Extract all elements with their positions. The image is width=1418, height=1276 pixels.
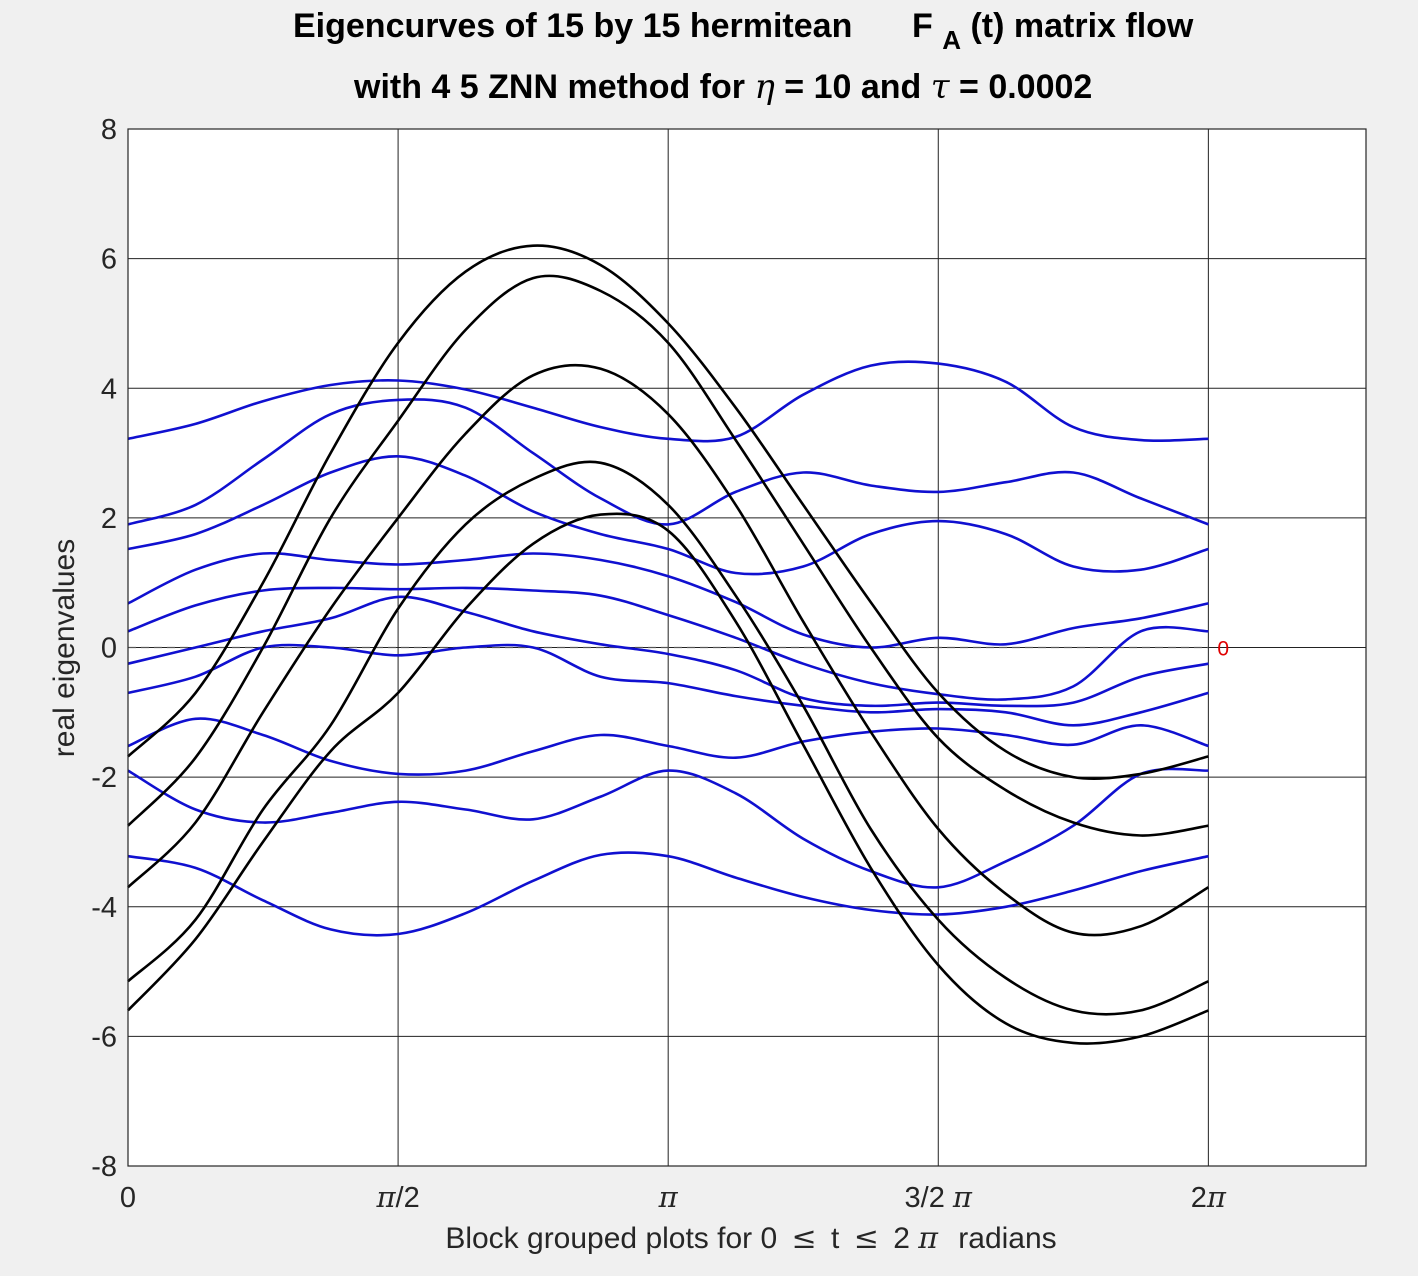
y-tick-label: 8 xyxy=(101,114,117,146)
black-eigencurve-12 xyxy=(127,274,1209,837)
y-tick-label: 6 xyxy=(101,244,117,276)
chart-title-line2: with 4 5 ZNN method for η = 10 and τ = 0… xyxy=(353,67,1092,107)
x-tick-label: 2π xyxy=(1191,1180,1227,1214)
xlabel-t: t xyxy=(831,1222,840,1255)
zero-marker-label: 0 xyxy=(1217,638,1229,661)
x-axis-label: Block grouped plots for 0 ≤ t ≤ 2 π radi… xyxy=(445,1221,1056,1256)
y-tick-label: 2 xyxy=(101,503,117,535)
title-tau: τ xyxy=(931,67,951,107)
plot-frame xyxy=(127,128,1367,1167)
y-tick-label: 4 xyxy=(101,373,117,405)
x-tick-label: π xyxy=(658,1180,679,1214)
y-tick-label: 0 xyxy=(101,633,117,665)
x-tick-label: π/2 xyxy=(375,1180,419,1214)
black-eigencurve-14 xyxy=(127,460,1209,1016)
xlabel-part2: radians xyxy=(958,1222,1056,1255)
chart-title-line1: Eigencurves of 15 by 15 hermitean F A (t… xyxy=(293,7,1194,57)
y-tick-labels: 8 6 4 2 0 -2 -4 -6 -8 xyxy=(91,114,117,1183)
y-tick-label: -6 xyxy=(91,1021,117,1053)
title-line1-part2: (t) matrix flow xyxy=(970,7,1193,45)
blue-eigencurve-6 xyxy=(127,595,1209,708)
xlabel-2: 2 xyxy=(893,1222,910,1255)
xlabel-le2: ≤ xyxy=(854,1221,879,1256)
blue-eigencurve-8 xyxy=(127,717,1209,776)
y-tick-label: -4 xyxy=(91,892,117,924)
title-F: F xyxy=(912,7,933,45)
black-eigencurve-15 xyxy=(127,512,1209,1045)
x-tick-label: 0 xyxy=(120,1182,136,1214)
title-line2-part1: with 4 5 ZNN method for xyxy=(353,68,745,106)
blue-eigencurve-1 xyxy=(127,360,1209,443)
title-F-subscript: A xyxy=(942,25,961,55)
black-eigencurve-13 xyxy=(127,363,1210,937)
blue-eigencurve-5 xyxy=(127,586,1209,701)
blue-eigencurve-7 xyxy=(127,643,1209,727)
blue-eigencurve-3 xyxy=(127,454,1209,576)
x-tick-labels: 0 π/2 π 3/2 π 2π xyxy=(120,1180,1227,1214)
black-eigencurve-11 xyxy=(127,244,1209,781)
blue-eigencurve-10 xyxy=(127,851,1209,937)
xlabel-part1: Block grouped plots for 0 xyxy=(445,1222,777,1255)
title-line2-part2: = 10 and xyxy=(784,68,921,106)
y-tick-label: -2 xyxy=(91,762,117,794)
blue-eigencurve-9 xyxy=(127,767,1209,889)
xlabel-le1: ≤ xyxy=(792,1221,817,1256)
series-layer xyxy=(127,244,1210,1045)
y-axis-label: real eigenvalues xyxy=(48,539,81,757)
y-tick-label: -8 xyxy=(91,1151,117,1183)
title-eta: η xyxy=(754,67,775,107)
x-tick-label: 3/2 π xyxy=(905,1180,973,1214)
xlabel-pi: π xyxy=(917,1221,939,1256)
title-line2-part3: = 0.0002 xyxy=(959,68,1092,106)
title-line1-part1: Eigencurves of 15 by 15 hermitean xyxy=(293,7,852,45)
